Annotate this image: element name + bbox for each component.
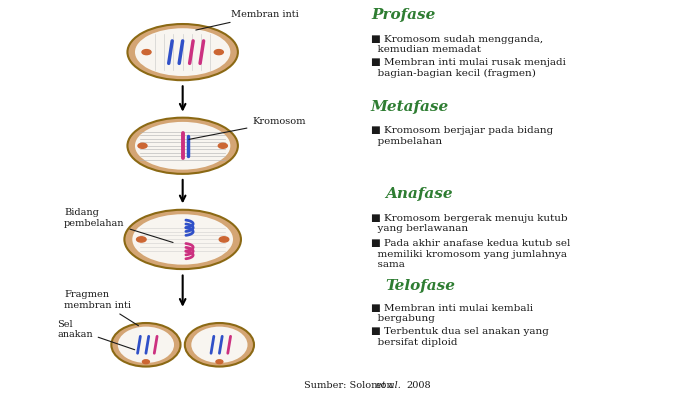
Text: et al.: et al. (376, 381, 401, 390)
Circle shape (218, 143, 228, 148)
Circle shape (219, 237, 229, 242)
Text: ■ Membran inti mulai rusak menjadi
  bagian-bagian kecil (fragmen): ■ Membran inti mulai rusak menjadi bagia… (371, 58, 566, 77)
Ellipse shape (191, 327, 248, 363)
Text: ■ Kromosom berjajar pada bidang
  pembelahan: ■ Kromosom berjajar pada bidang pembelah… (371, 126, 553, 146)
Ellipse shape (127, 24, 238, 80)
Text: Sel
anakan: Sel anakan (57, 320, 134, 350)
Text: Kromosom: Kromosom (189, 117, 306, 140)
Text: ■ Membran inti mulai kembali
  bergabung: ■ Membran inti mulai kembali bergabung (371, 304, 533, 323)
Text: ■ Terbentuk dua sel anakan yang
  bersifat diploid: ■ Terbentuk dua sel anakan yang bersifat… (371, 327, 549, 347)
Circle shape (143, 360, 149, 364)
Text: Fragmen
membran inti: Fragmen membran inti (64, 290, 139, 326)
Ellipse shape (125, 210, 241, 269)
Text: Metafase: Metafase (371, 100, 449, 114)
Text: Bidang
pembelahan: Bidang pembelahan (64, 208, 173, 242)
Text: Membran inti: Membran inti (196, 10, 299, 30)
Text: ■ Pada akhir anafase kedua kutub sel
  memiliki kromosom yang jumlahnya
  sama: ■ Pada akhir anafase kedua kutub sel mem… (371, 239, 570, 269)
Circle shape (142, 50, 151, 55)
Ellipse shape (127, 118, 238, 174)
Text: Sumber: Solomon: Sumber: Solomon (304, 381, 396, 390)
Text: ■ Kromosom sudah mengganda,
  kemudian memadat: ■ Kromosom sudah mengganda, kemudian mem… (371, 35, 543, 54)
Circle shape (214, 50, 223, 55)
Ellipse shape (135, 28, 230, 76)
Circle shape (216, 360, 223, 364)
Text: Anafase: Anafase (385, 187, 452, 202)
Text: Profase: Profase (371, 8, 435, 22)
Circle shape (138, 143, 147, 148)
Circle shape (136, 237, 146, 242)
Ellipse shape (118, 327, 174, 363)
Ellipse shape (185, 323, 254, 367)
Ellipse shape (132, 214, 233, 264)
Ellipse shape (111, 323, 181, 367)
Text: 2008: 2008 (406, 381, 430, 390)
Text: Telofase: Telofase (385, 279, 455, 293)
Text: ■ Kromosom bergerak menuju kutub
  yang berlawanan: ■ Kromosom bergerak menuju kutub yang be… (371, 214, 568, 233)
Ellipse shape (135, 122, 230, 170)
